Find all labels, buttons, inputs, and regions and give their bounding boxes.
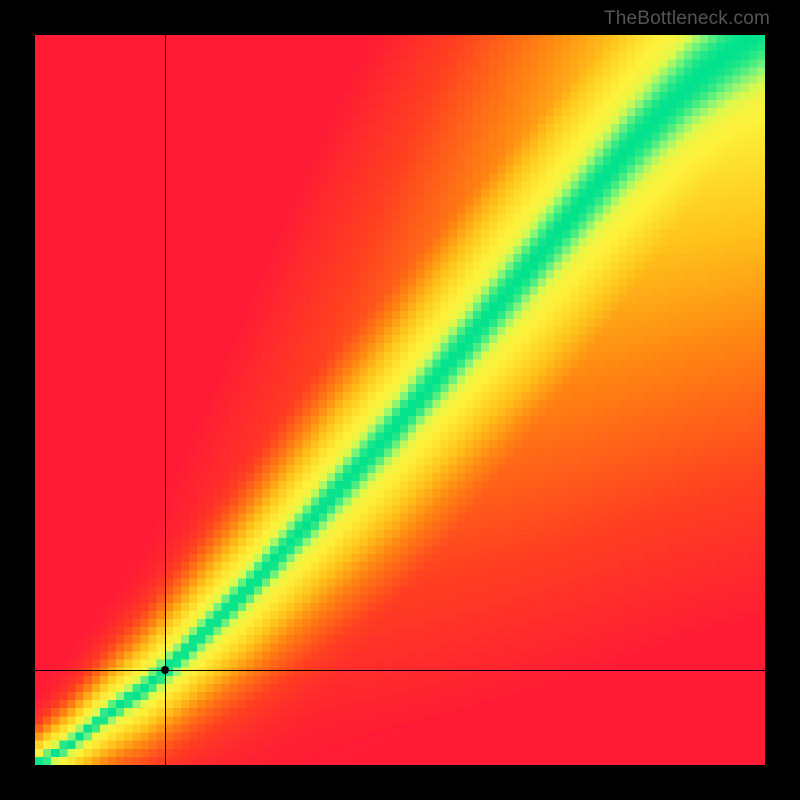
crosshair-vertical [165,35,166,765]
watermark-text: TheBottleneck.com [604,8,770,30]
heatmap-plot [35,35,765,765]
crosshair-horizontal [35,670,765,671]
heatmap-canvas [35,35,765,765]
crosshair-marker [161,666,169,674]
